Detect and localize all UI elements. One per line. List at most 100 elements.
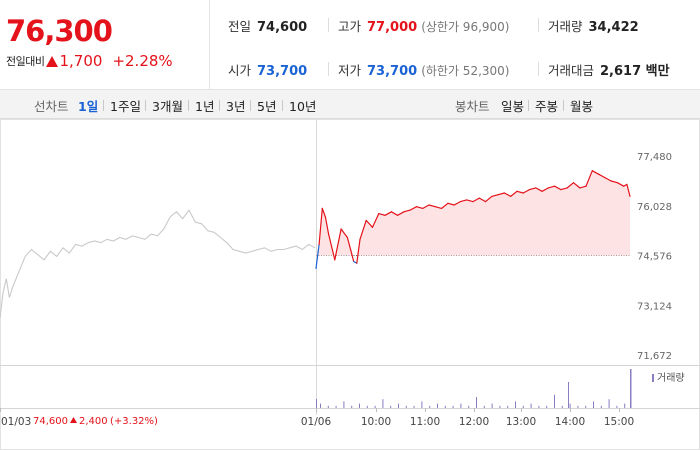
x-tick-label: 15:00 [604, 416, 634, 428]
series-segment-today [340, 228, 348, 239]
divider [103, 100, 104, 111]
series-segment-today [346, 236, 355, 263]
stat-label: 저가 [338, 63, 362, 78]
x-tick-label: 10:00 [361, 416, 391, 428]
volume-legend-swatch [652, 374, 654, 382]
volume-bar [351, 405, 353, 408]
series-line-prev-day [0, 209, 316, 319]
stat-high: 고가 77,000 (상한가 96,900) [338, 16, 509, 35]
volume-bar [568, 382, 569, 408]
series-segment-today [428, 204, 436, 208]
stat-label: 거래대금 [548, 63, 595, 78]
stat-label: 거래량 [548, 19, 583, 34]
series-segment-today [553, 185, 562, 191]
series-segment-today [591, 170, 600, 175]
volume-bar [483, 405, 485, 408]
volume-bar [437, 403, 438, 408]
series-segment-today [315, 243, 320, 269]
y-tick-label: 73,124 [637, 301, 672, 312]
chart-grid [0, 119, 700, 450]
series-segment-today [579, 185, 587, 189]
series-segment-today [497, 192, 505, 196]
divider [328, 18, 329, 32]
period-1d[interactable]: 1일 [78, 99, 99, 114]
volume-bar [460, 403, 462, 408]
volume-bars [316, 369, 632, 408]
volume-bar [320, 403, 321, 408]
x-tick-label: 14:00 [555, 416, 585, 428]
candle-weekly[interactable]: 주봉 [535, 99, 559, 114]
stat-open: 시가 73,700 [228, 60, 307, 79]
series-segment-today [434, 206, 443, 210]
volume-bar [413, 405, 415, 408]
series-segment-today [560, 187, 568, 191]
volume-bar [561, 405, 563, 408]
above-prev-close-fill [316, 170, 630, 256]
prev-day-up-icon [70, 417, 77, 423]
divider [145, 100, 146, 111]
divider [538, 62, 539, 76]
volume-bar [468, 405, 470, 408]
series-segment-today [403, 209, 411, 213]
series-segment-today [321, 207, 326, 218]
period-3m[interactable]: 3개월 [152, 99, 183, 114]
series-segment-today [616, 182, 625, 187]
series-segment-today [371, 212, 380, 228]
stat-label: 시가 [228, 63, 252, 78]
volume-bar [507, 405, 509, 408]
candle-monthly[interactable]: 월봉 [570, 99, 594, 114]
chart-toolbar: 선차트 1일 1주일 3개월 1년 3년 5년 10년 봉차트 일봉 주봉 월봉 [0, 90, 700, 119]
volume-bar [390, 405, 392, 408]
series-segment-today [328, 233, 336, 261]
change-line: 전일대비 1,700 +2.28% [6, 52, 173, 70]
volume-bar [608, 399, 610, 408]
divider [538, 18, 539, 32]
x-tick-label: 11:00 [410, 416, 440, 428]
series-segment-today [359, 219, 367, 240]
volume-legend: 거래량 [652, 372, 685, 384]
divider [328, 62, 329, 76]
stat-prev-close: 전일 74,600 [228, 16, 307, 35]
period-3y[interactable]: 3년 [226, 99, 246, 114]
lower-limit: (하한가 52,300) [421, 64, 510, 78]
volume-bar [343, 401, 345, 408]
period-1w[interactable]: 1주일 [110, 99, 141, 114]
stat-value: 73,700 [367, 64, 418, 79]
series-segment-today [318, 207, 323, 246]
stats-grid: 전일 74,600 고가 77,000 (상한가 96,900) 거래량 34,… [210, 0, 700, 90]
volume-bar [499, 405, 501, 408]
series-segment-today [441, 202, 449, 210]
x-tick-label: 01/06 [301, 416, 332, 428]
candle-daily[interactable]: 일봉 [501, 99, 525, 114]
volume-bar [522, 405, 524, 408]
volume-bar [405, 405, 407, 408]
series-segment-today [472, 197, 480, 203]
period-5y[interactable]: 5년 [257, 99, 277, 114]
series-segment-today [453, 200, 461, 206]
series-segment-today [516, 190, 524, 194]
x-tick-label: 13:00 [506, 416, 536, 428]
period-10y[interactable]: 10년 [289, 99, 317, 114]
period-1y[interactable]: 1년 [195, 99, 215, 114]
series-segment-today [324, 216, 330, 235]
series-segment-today [478, 197, 487, 203]
stat-label: 고가 [338, 19, 362, 34]
series-segment-today [365, 219, 374, 228]
volume-bar [630, 369, 632, 408]
up-triangle-icon [46, 55, 59, 67]
prev-day-summary: 74,600 2,400 (+3.32%) [33, 416, 158, 427]
volume-bar [359, 403, 360, 408]
series-segment-today [522, 188, 531, 194]
y-tick-label: 71,672 [637, 351, 672, 362]
series-segment-today [422, 204, 430, 210]
divider [188, 100, 189, 111]
series-segment-today [397, 211, 405, 216]
volume-bar [585, 405, 587, 408]
volume-bar [382, 399, 384, 408]
prev-day-change: 2,400 [79, 416, 108, 427]
volume-bar [530, 403, 532, 408]
stat-label: 전일 [228, 19, 252, 34]
volume-bar [444, 405, 446, 408]
series-segment-today [510, 190, 518, 198]
